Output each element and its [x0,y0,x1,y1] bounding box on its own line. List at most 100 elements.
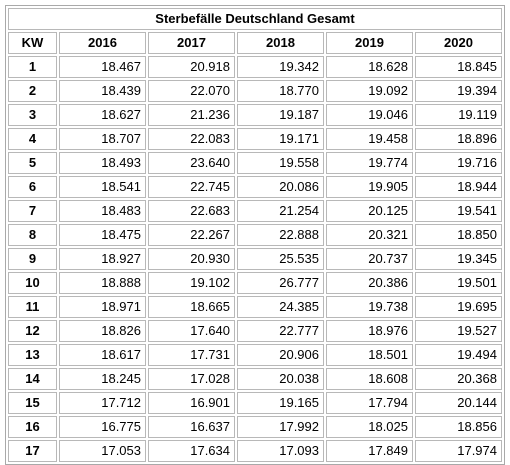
table-row: 16 16.775 16.637 17.992 18.025 18.856 [8,416,502,438]
death-count-cell: 22.083 [148,128,235,150]
table-title: Sterbefälle Deutschland Gesamt [8,8,502,30]
death-count-cell: 18.927 [59,248,146,270]
death-count-cell: 20.086 [237,176,324,198]
death-count-cell: 18.856 [415,416,502,438]
death-count-cell: 19.046 [326,104,413,126]
death-count-cell: 22.777 [237,320,324,342]
column-header-year: 2017 [148,32,235,54]
table-row: 2 18.439 22.070 18.770 19.092 19.394 [8,80,502,102]
death-count-cell: 19.774 [326,152,413,174]
death-count-cell: 20.038 [237,368,324,390]
death-count-cell: 16.775 [59,416,146,438]
week-number-cell: 16 [8,416,57,438]
death-count-cell: 17.640 [148,320,235,342]
death-count-cell: 20.321 [326,224,413,246]
death-count-cell: 17.849 [326,440,413,462]
table-body: 1 18.467 20.918 19.342 18.628 18.845 2 18.439 22… [8,56,502,462]
table-row: 14 18.245 17.028 20.038 18.608 20.368 [8,368,502,390]
death-count-cell: 18.475 [59,224,146,246]
week-number-cell: 11 [8,296,57,318]
death-count-cell: 19.695 [415,296,502,318]
table-row: 17 17.053 17.634 17.093 17.849 17.974 [8,440,502,462]
death-count-cell: 17.028 [148,368,235,390]
death-count-cell: 22.745 [148,176,235,198]
table-row: 7 18.483 22.683 21.254 20.125 19.541 [8,200,502,222]
table-row: 3 18.627 21.236 19.187 19.046 19.119 [8,104,502,126]
table-row: 15 17.712 16.901 19.165 17.794 20.144 [8,392,502,414]
death-count-cell: 19.738 [326,296,413,318]
table-row: 4 18.707 22.083 19.171 19.458 18.896 [8,128,502,150]
death-count-cell: 19.494 [415,344,502,366]
column-header-year: 2016 [59,32,146,54]
death-count-cell: 18.971 [59,296,146,318]
death-count-cell: 20.918 [148,56,235,78]
table-row: 11 18.971 18.665 24.385 19.738 19.695 [8,296,502,318]
death-count-cell: 18.707 [59,128,146,150]
death-count-cell: 18.245 [59,368,146,390]
death-count-cell: 19.165 [237,392,324,414]
week-number-cell: 5 [8,152,57,174]
week-number-cell: 15 [8,392,57,414]
death-count-cell: 18.608 [326,368,413,390]
death-count-cell: 18.888 [59,272,146,294]
header-row: KW 2016 2017 2018 2019 2020 [8,32,502,54]
death-count-cell: 18.826 [59,320,146,342]
week-number-cell: 6 [8,176,57,198]
death-count-cell: 21.236 [148,104,235,126]
death-count-cell: 25.535 [237,248,324,270]
death-count-cell: 17.634 [148,440,235,462]
week-number-cell: 3 [8,104,57,126]
death-count-cell: 22.683 [148,200,235,222]
table-row: 10 18.888 19.102 26.777 20.386 19.501 [8,272,502,294]
death-count-cell: 18.770 [237,80,324,102]
column-header-year: 2019 [326,32,413,54]
death-count-cell: 20.386 [326,272,413,294]
title-row: Sterbefälle Deutschland Gesamt [8,8,502,30]
death-count-cell: 18.483 [59,200,146,222]
death-count-cell: 18.628 [326,56,413,78]
death-count-cell: 19.092 [326,80,413,102]
week-number-cell: 2 [8,80,57,102]
death-count-cell: 20.125 [326,200,413,222]
death-count-cell: 19.541 [415,200,502,222]
week-number-cell: 9 [8,248,57,270]
death-count-cell: 18.439 [59,80,146,102]
death-count-cell: 22.267 [148,224,235,246]
deaths-table-container: Sterbefälle Deutschland Gesamt KW 2016 201… [5,5,505,465]
death-count-cell: 18.665 [148,296,235,318]
death-count-cell: 18.944 [415,176,502,198]
week-number-cell: 4 [8,128,57,150]
table-row: 12 18.826 17.640 22.777 18.976 19.527 [8,320,502,342]
death-count-cell: 19.394 [415,80,502,102]
death-count-cell: 22.888 [237,224,324,246]
death-count-cell: 18.850 [415,224,502,246]
death-count-cell: 20.368 [415,368,502,390]
death-count-cell: 18.896 [415,128,502,150]
death-count-cell: 19.102 [148,272,235,294]
table-row: 8 18.475 22.267 22.888 20.321 18.850 [8,224,502,246]
death-count-cell: 18.501 [326,344,413,366]
column-header-year: 2020 [415,32,502,54]
table-row: 1 18.467 20.918 19.342 18.628 18.845 [8,56,502,78]
death-count-cell: 24.385 [237,296,324,318]
week-number-cell: 14 [8,368,57,390]
week-number-cell: 13 [8,344,57,366]
death-count-cell: 18.493 [59,152,146,174]
week-number-cell: 8 [8,224,57,246]
death-count-cell: 20.737 [326,248,413,270]
column-header-year: 2018 [237,32,324,54]
death-count-cell: 17.053 [59,440,146,462]
table-row: 9 18.927 20.930 25.535 20.737 19.345 [8,248,502,270]
week-number-cell: 17 [8,440,57,462]
death-count-cell: 19.171 [237,128,324,150]
death-count-cell: 19.558 [237,152,324,174]
death-count-cell: 18.627 [59,104,146,126]
death-count-cell: 21.254 [237,200,324,222]
death-count-cell: 19.716 [415,152,502,174]
death-count-cell: 17.794 [326,392,413,414]
death-count-cell: 17.992 [237,416,324,438]
death-count-cell: 20.930 [148,248,235,270]
death-count-cell: 17.974 [415,440,502,462]
death-count-cell: 16.637 [148,416,235,438]
death-count-cell: 18.541 [59,176,146,198]
